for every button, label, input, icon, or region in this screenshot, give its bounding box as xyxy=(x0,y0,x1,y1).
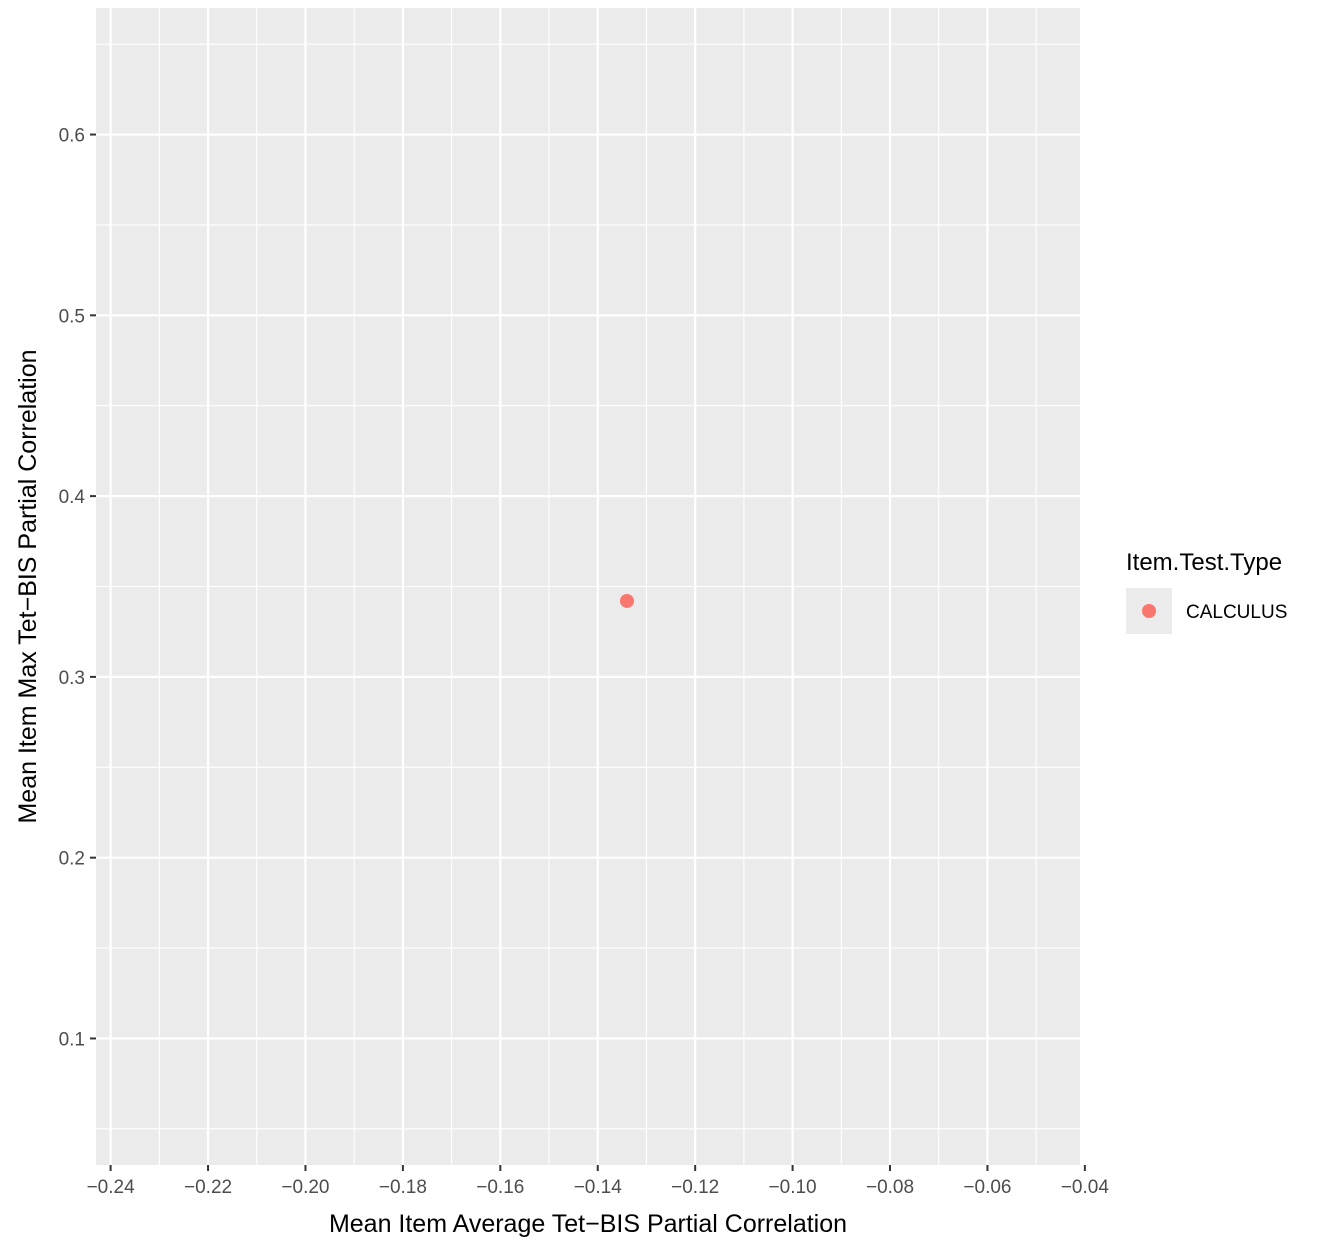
x-axis-title: Mean Item Average Tet−BIS Partial Correl… xyxy=(329,1210,847,1238)
x-tick-label: −0.06 xyxy=(963,1177,1011,1198)
x-tick-label: −0.18 xyxy=(379,1177,427,1198)
x-tick-label: −0.22 xyxy=(184,1177,232,1198)
y-tick-label: 0.5 xyxy=(59,306,85,327)
x-tick-label: −0.08 xyxy=(866,1177,914,1198)
data-point xyxy=(620,594,634,608)
legend-swatch xyxy=(1142,604,1156,618)
x-tick-label: −0.20 xyxy=(281,1177,329,1198)
y-tick-label: 0.6 xyxy=(59,126,85,147)
x-tick-label: −0.16 xyxy=(476,1177,524,1198)
y-axis: 0.1 0.2 0.3 0.4 0.5 0.6 xyxy=(59,126,96,1051)
x-tick-label: −0.12 xyxy=(671,1177,719,1198)
data-points xyxy=(620,594,634,608)
x-tick-label: −0.04 xyxy=(1061,1177,1110,1198)
legend-title: Item.Test.Type xyxy=(1126,549,1282,576)
x-tick-label: −0.24 xyxy=(87,1177,136,1198)
legend-entries: CALCULUS xyxy=(1126,588,1287,634)
y-tick-label: 0.3 xyxy=(59,668,85,689)
x-tick-label: −0.14 xyxy=(574,1177,623,1198)
legend: Item.Test.Type CALCULUS xyxy=(1126,549,1287,634)
y-tick-label: 0.4 xyxy=(59,487,86,508)
x-axis: −0.24 −0.22 −0.20 −0.18 −0.16 −0.14 −0.12 −0.10… xyxy=(87,1165,1110,1198)
x-tick-label: −0.10 xyxy=(769,1177,817,1198)
legend-label: CALCULUS xyxy=(1186,602,1287,623)
y-axis-title: Mean Item Max Tet−BIS Partial Correlatio… xyxy=(14,349,42,823)
y-tick-label: 0.1 xyxy=(59,1029,85,1050)
y-tick-label: 0.2 xyxy=(59,849,85,870)
